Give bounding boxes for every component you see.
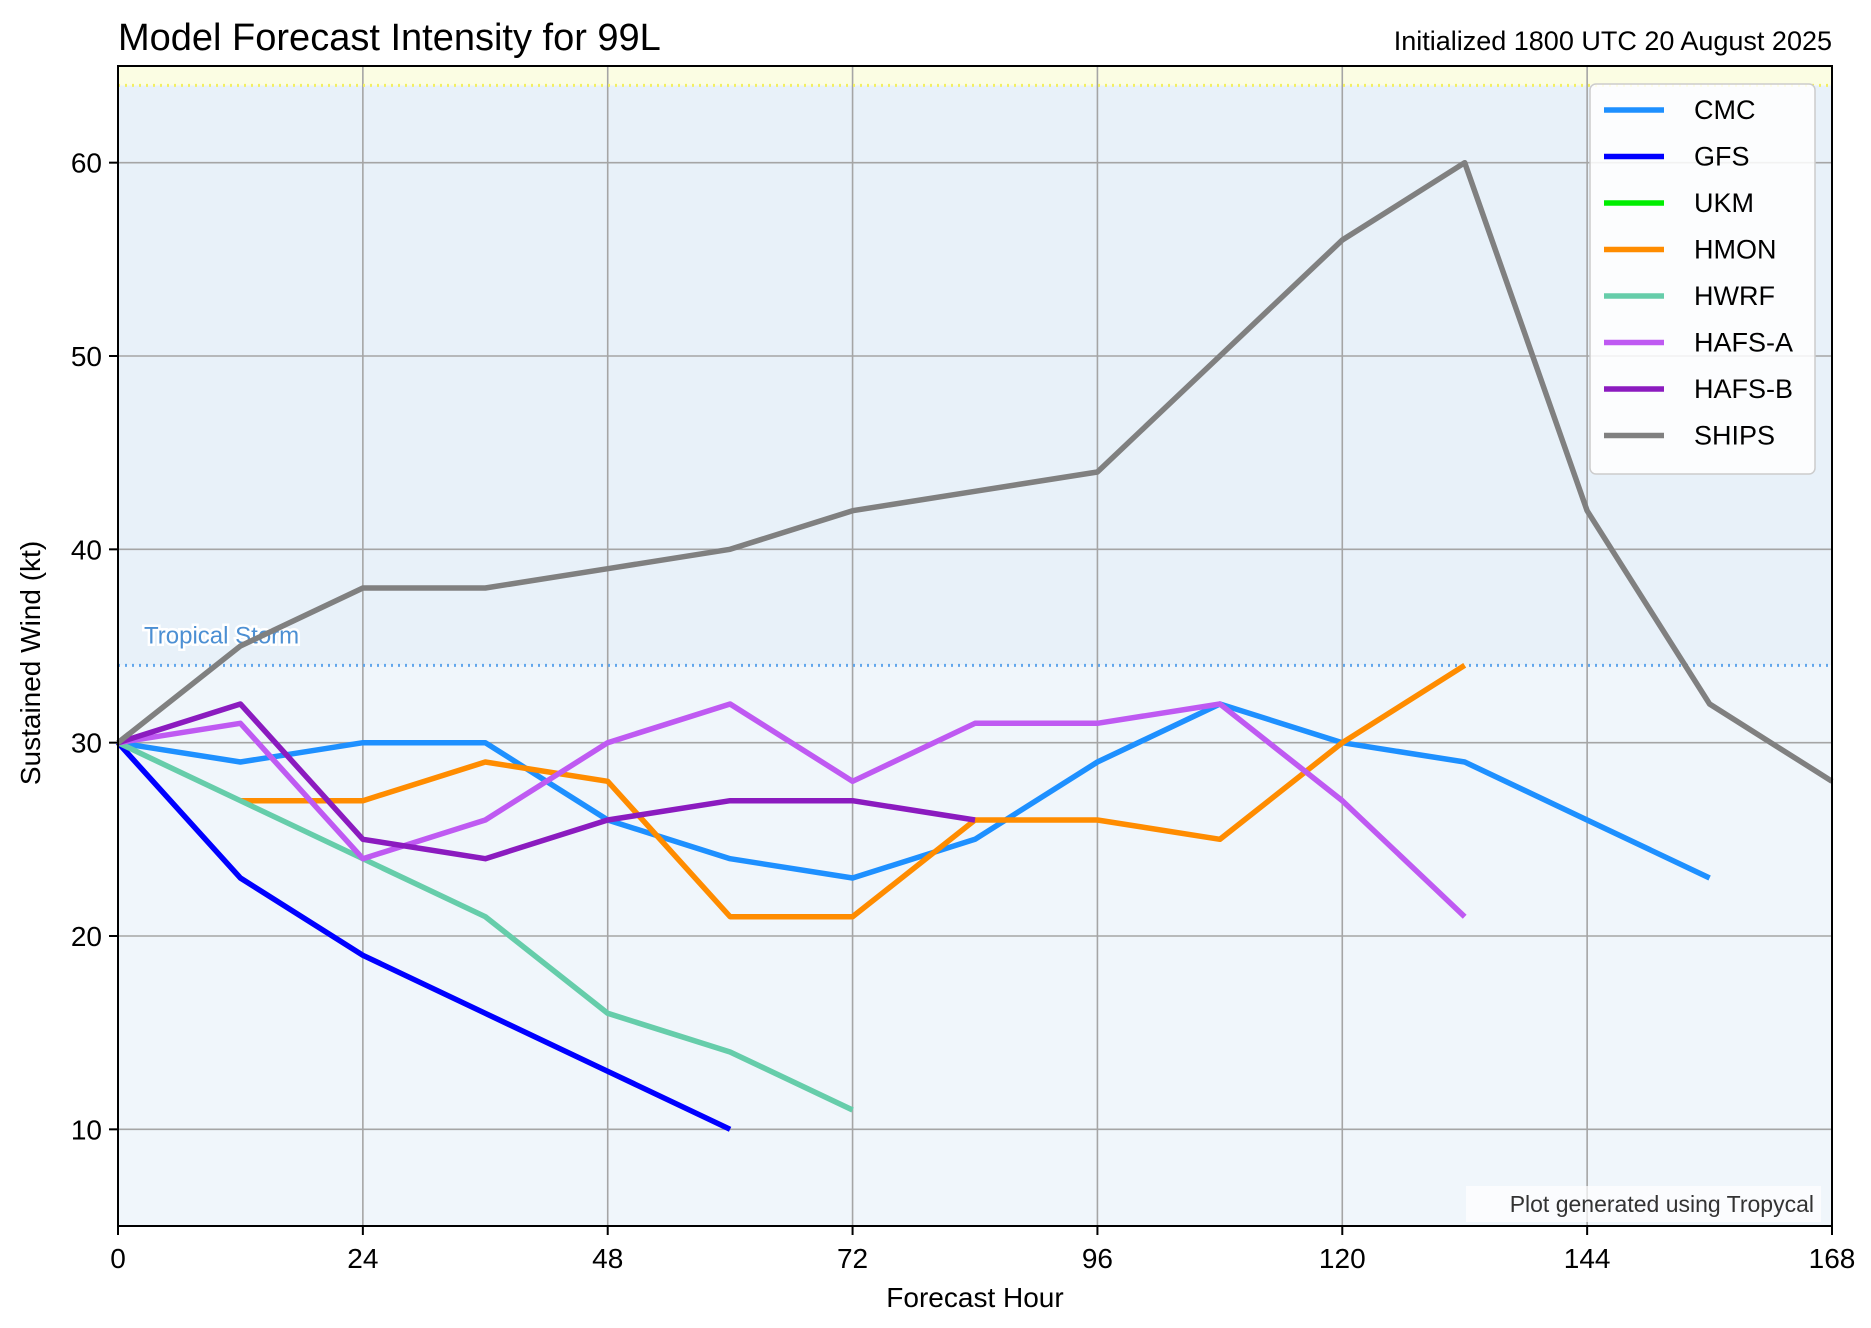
legend-label-hmon: HMON <box>1694 235 1777 265</box>
axis-ticks: 0 24 48 72 96 120 144 168 10 20 30 40 50 60 <box>71 148 1856 1274</box>
band-below-storm <box>118 665 1832 1226</box>
series-line-hwrf <box>116 740 854 1113</box>
legend-label-hwrf: HWRF <box>1694 281 1775 311</box>
plot-border <box>117 65 1833 1227</box>
x-tick-label: 72 <box>837 1243 868 1274</box>
series-line-hafs-b <box>117 701 976 862</box>
series-lines <box>115 159 1834 1132</box>
legend-label-ships: SHIPS <box>1694 421 1775 451</box>
y-axis-label: Sustained Wind (kt) <box>15 541 46 785</box>
chart-title: Model Forecast Intensity for 99L <box>118 17 661 59</box>
x-tick-label: 0 <box>110 1243 126 1274</box>
x-axis-label: Forecast Hour <box>886 1282 1063 1313</box>
x-tick-label: 24 <box>347 1243 378 1274</box>
band-hurricane <box>118 66 1832 86</box>
legend: CMC GFS UKM HMON HWRF HAFS-A HAFS-B SHIPS <box>1589 83 1816 475</box>
y-tick-label: 30 <box>71 728 102 759</box>
threshold-lines: Tropical Storm <box>118 83 1832 667</box>
x-tick-label: 144 <box>1564 1243 1611 1274</box>
series-line-cmc <box>117 701 1711 881</box>
legend-box <box>1589 83 1816 475</box>
y-tick-label: 50 <box>71 341 102 372</box>
x-tick-label: 96 <box>1082 1243 1113 1274</box>
x-tick-label: 48 <box>592 1243 623 1274</box>
y-tick-label: 60 <box>71 148 102 179</box>
series-line-gfs <box>115 740 732 1132</box>
legend-label-cmc: CMC <box>1694 95 1756 125</box>
chart-subtitle: Initialized 1800 UTC 20 August 2025 <box>1394 26 1832 56</box>
legend-label-hafs-a: HAFS-A <box>1694 328 1793 358</box>
band-storm <box>118 85 1832 666</box>
x-tick-label: 168 <box>1809 1243 1856 1274</box>
series-line-hmon <box>240 662 1467 920</box>
tropical-storm-label: Tropical Storm <box>144 622 299 649</box>
legend-label-gfs: GFS <box>1694 142 1750 172</box>
plot-frame <box>117 65 1833 1227</box>
legend-label-ukm: UKM <box>1694 188 1754 218</box>
y-tick-label: 10 <box>71 1114 102 1145</box>
series-line-hafs-a <box>117 701 1467 919</box>
legend-label-hafs-b: HAFS-B <box>1694 374 1793 404</box>
plot-background <box>118 66 1832 1226</box>
credit-text: Plot generated using Tropycal <box>1510 1191 1814 1217</box>
x-tick-label: 120 <box>1319 1243 1366 1274</box>
credit-box <box>1466 1186 1821 1222</box>
y-tick-label: 20 <box>71 921 102 952</box>
y-tick-label: 40 <box>71 534 102 565</box>
series-line-ships <box>116 159 1834 784</box>
